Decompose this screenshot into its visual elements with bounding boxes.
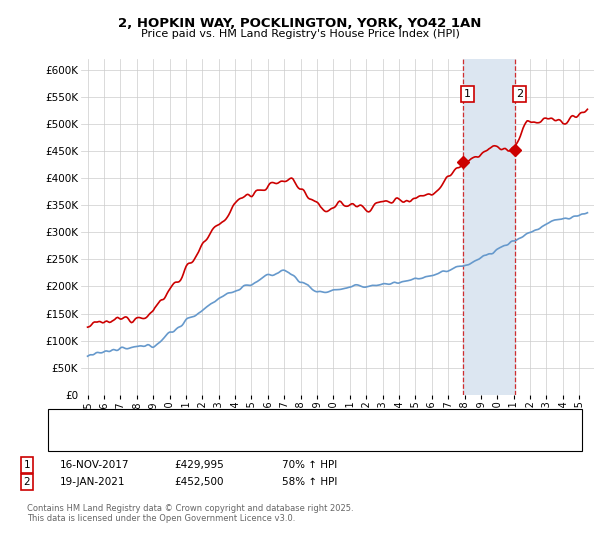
Text: 2, HOPKIN WAY, POCKLINGTON, YORK, YO42 1AN (detached house): 2, HOPKIN WAY, POCKLINGTON, YORK, YO42 1… [93,415,421,425]
Text: £452,500: £452,500 [174,477,223,487]
Text: 19-JAN-2021: 19-JAN-2021 [60,477,125,487]
Text: 16-NOV-2017: 16-NOV-2017 [60,460,130,470]
Text: Contains HM Land Registry data © Crown copyright and database right 2025.
This d: Contains HM Land Registry data © Crown c… [27,504,353,524]
Text: £429,995: £429,995 [174,460,224,470]
Text: 1: 1 [464,89,471,99]
Text: 70% ↑ HPI: 70% ↑ HPI [282,460,337,470]
Text: 2: 2 [23,477,31,487]
Text: HPI: Average price, detached house, East Riding of Yorkshire: HPI: Average price, detached house, East… [93,436,389,446]
Text: 1: 1 [23,460,31,470]
Text: 58% ↑ HPI: 58% ↑ HPI [282,477,337,487]
Text: 2: 2 [516,89,523,99]
Bar [463,59,515,395]
Text: Price paid vs. HM Land Registry's House Price Index (HPI): Price paid vs. HM Land Registry's House … [140,29,460,39]
Text: 2, HOPKIN WAY, POCKLINGTON, YORK, YO42 1AN: 2, HOPKIN WAY, POCKLINGTON, YORK, YO42 1… [118,17,482,30]
